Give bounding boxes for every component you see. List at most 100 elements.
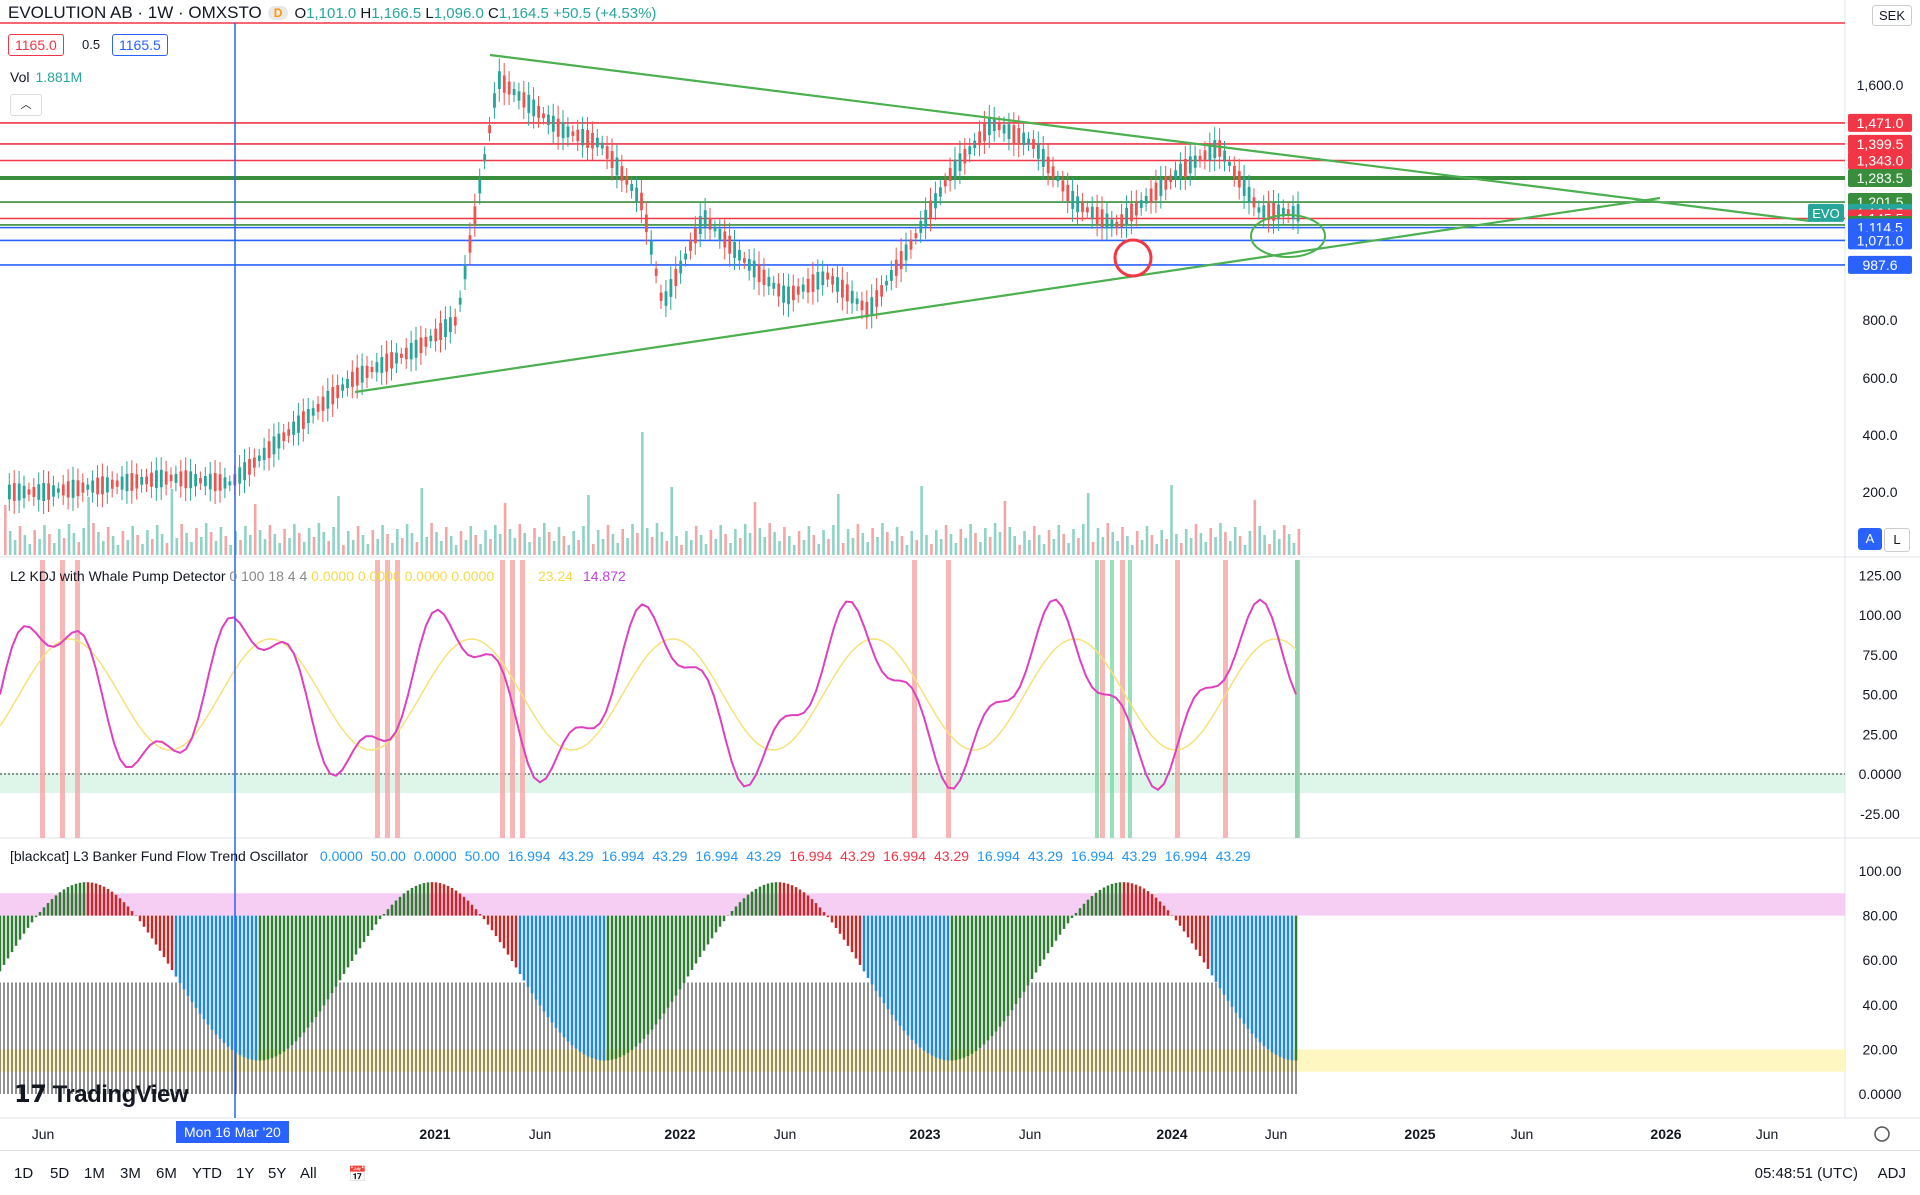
candle-body xyxy=(865,301,869,318)
banker-fund-legend[interactable]: [blackcat] L3 Banker Fund Flow Trend Osc… xyxy=(10,848,1251,864)
volume-bar xyxy=(1204,542,1208,555)
candle-body xyxy=(1252,197,1256,208)
bf-axis-label: 100.00 xyxy=(1859,863,1902,879)
auto-scale-button[interactable]: A xyxy=(1858,528,1882,550)
time-axis-label: Jun xyxy=(32,1126,55,1142)
volume-bar xyxy=(533,528,536,555)
price-axis-label: 400.0 xyxy=(1862,427,1897,443)
clock[interactable]: 05:48:51 (UTC) xyxy=(1754,1165,1858,1182)
banker-fund-value: 43.29 xyxy=(1215,848,1251,864)
price-axis-label: 600.0 xyxy=(1862,370,1897,386)
volume-bar xyxy=(1194,524,1198,555)
timeframe-1m[interactable]: 1M xyxy=(84,1165,105,1182)
candle-body xyxy=(963,149,967,164)
buy-signal-bar xyxy=(1295,560,1299,838)
candle-body xyxy=(218,474,222,491)
timeframe-6m[interactable]: 6M xyxy=(156,1165,177,1182)
symbol-title[interactable]: EVOLUTION AB · 1W · OMXSTO xyxy=(8,3,262,22)
candle-body xyxy=(1277,204,1280,220)
candle-body xyxy=(694,227,697,244)
candle-body xyxy=(91,480,95,493)
sell-button[interactable]: 1165.0 xyxy=(8,34,64,56)
candle-body xyxy=(194,474,197,487)
volume-bar xyxy=(82,528,85,555)
volume-bar xyxy=(1037,535,1041,555)
volume-bar xyxy=(1140,540,1144,555)
volume-bar xyxy=(1160,530,1163,555)
volume-bar xyxy=(547,532,551,555)
volume-bar xyxy=(641,432,644,555)
volume-bar xyxy=(660,532,664,555)
volume-bar xyxy=(1297,529,1301,555)
candle-body xyxy=(875,290,879,307)
candle-body xyxy=(346,378,349,388)
buy-button[interactable]: 1165.5 xyxy=(112,34,168,56)
candle-body xyxy=(1100,209,1104,228)
adj-button[interactable]: ADJ xyxy=(1877,1165,1906,1182)
volume-bar xyxy=(567,545,571,555)
candle-body xyxy=(551,115,555,132)
volume-bar xyxy=(258,530,262,555)
volume-bar xyxy=(1214,537,1217,555)
volume-bar xyxy=(925,535,928,555)
trendline-upper xyxy=(489,53,1811,223)
volume-bar xyxy=(650,537,654,555)
timeframe-1d[interactable]: 1D xyxy=(14,1165,34,1182)
volume-bar xyxy=(1013,536,1016,555)
chart-canvas[interactable]: 1,600.0 800.0 600.0 400.0 200.0 1,471.0 1,399.… xyxy=(0,0,1920,1150)
volume-bar xyxy=(748,533,752,555)
volume-bar xyxy=(229,545,232,555)
volume-bar xyxy=(165,543,169,555)
volume-bar xyxy=(1243,545,1247,555)
volume-bar xyxy=(283,529,286,555)
candle-body xyxy=(1076,196,1079,213)
volume-bar xyxy=(890,541,894,555)
candle-body xyxy=(586,129,589,148)
candle-body xyxy=(860,300,864,311)
banker-fund-value: 0.0000 xyxy=(413,848,457,864)
timeframe-all[interactable]: All xyxy=(300,1165,317,1182)
bf-axis-label: 60.00 xyxy=(1862,952,1897,968)
volume-bar xyxy=(268,525,272,555)
calendar-icon[interactable]: 📅 xyxy=(348,1166,367,1183)
oversold-zone xyxy=(0,1049,1845,1072)
candle-body xyxy=(1267,203,1271,221)
candle-body xyxy=(76,480,80,497)
kdj-axis-label: 125.00 xyxy=(1859,567,1902,583)
timeframe-ytd[interactable]: YTD xyxy=(192,1165,222,1182)
candle-body xyxy=(968,146,972,155)
banker-fund-value: 50.00 xyxy=(370,848,406,864)
candle-body xyxy=(591,132,594,149)
volume-bar xyxy=(151,539,154,555)
collapse-legend-button[interactable]: ︿ xyxy=(10,94,42,116)
log-scale-button[interactable]: L xyxy=(1884,528,1910,552)
volume-bar xyxy=(655,523,659,555)
volume-bar xyxy=(1135,531,1139,555)
volume-bar xyxy=(1184,529,1188,555)
timeframe-3m[interactable]: 3M xyxy=(120,1165,141,1182)
candle-body xyxy=(478,179,482,194)
timeframe-5y[interactable]: 5Y xyxy=(268,1165,287,1182)
volume-bar xyxy=(719,525,722,555)
candle-body xyxy=(953,159,957,177)
trendline-lower xyxy=(354,196,1661,394)
time-axis-label: 2024 xyxy=(1156,1126,1187,1142)
candle-body xyxy=(894,259,898,276)
volume-bar xyxy=(185,533,188,555)
timeframe-5d[interactable]: 5D xyxy=(50,1165,70,1182)
bf-axis-label: 80.00 xyxy=(1862,908,1897,924)
candle-body xyxy=(792,285,795,301)
currency-button[interactable]: SEK xyxy=(1871,5,1912,26)
candle-body xyxy=(395,352,398,364)
volume-bar xyxy=(53,543,56,555)
candle-body xyxy=(155,470,158,489)
candle-body xyxy=(228,481,232,486)
volume-bar xyxy=(479,544,482,555)
volume-bar xyxy=(743,524,747,555)
kdj-legend[interactable]: L2 KDJ with Whale Pump Detector 0 100 18… xyxy=(10,568,626,584)
volume-bar xyxy=(939,539,943,555)
banker-fund-value: 43.29 xyxy=(746,848,782,864)
timeframe-1y[interactable]: 1Y xyxy=(236,1165,255,1182)
banker-fund-value: 16.994 xyxy=(883,848,926,864)
volume-bar xyxy=(351,540,355,555)
